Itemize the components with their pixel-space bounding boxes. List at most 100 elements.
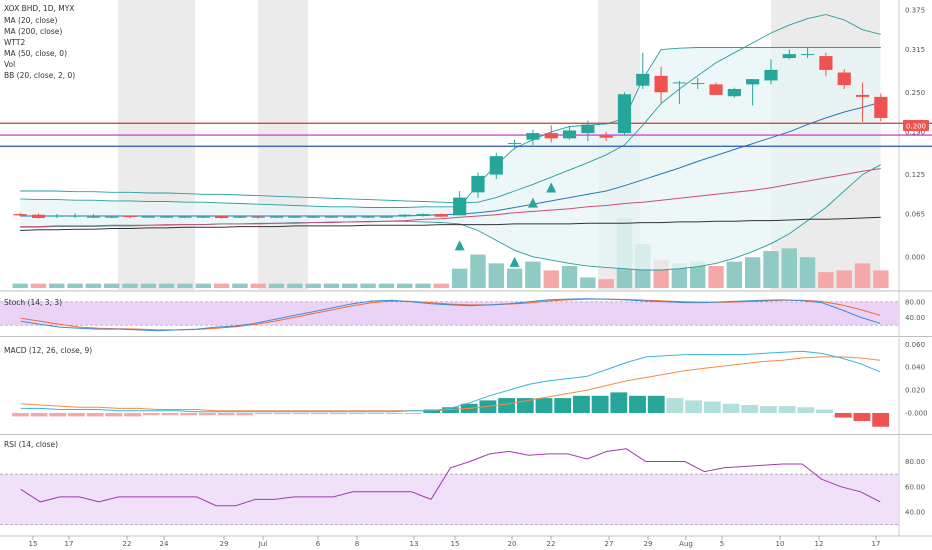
rsi-label: RSI (14, close): [4, 440, 58, 449]
macd-histogram-bar: [703, 401, 721, 413]
volume-bar: [506, 268, 523, 288]
volume-bar: [799, 257, 816, 288]
volume-bar: [195, 283, 211, 288]
macd-signal-line: [20, 356, 881, 412]
volume-bar: [360, 283, 376, 288]
macd-histogram-bar: [385, 412, 403, 414]
macd-histogram-bar: [498, 398, 516, 413]
candle-body: [233, 216, 247, 218]
macd-histogram-bar: [198, 412, 216, 416]
candle-body: [31, 214, 46, 218]
macd-histogram-bar: [610, 392, 628, 413]
x-tick-label: 20: [508, 540, 517, 548]
rsi-band: [0, 474, 899, 525]
candle-body: [782, 54, 796, 59]
volume-bar: [580, 277, 596, 288]
candle-body: [288, 216, 302, 218]
volume-bar: [433, 283, 450, 288]
macd-histogram-bar: [629, 395, 646, 413]
candle-body: [617, 94, 632, 134]
volume-bar: [378, 283, 395, 288]
volume-bar: [158, 283, 175, 288]
price-badge: 0.200: [906, 123, 926, 131]
volume-bar: [451, 268, 468, 288]
macd-histogram-bar: [348, 412, 366, 414]
stoch-label: Stoch (14, 3, 3): [4, 298, 62, 307]
candle-body: [269, 216, 284, 218]
volume-bar: [873, 270, 889, 288]
price-tick-label: 0.315: [905, 46, 925, 54]
volume-bar: [122, 283, 138, 288]
macd-histogram-bar: [124, 412, 141, 417]
volume-bar: [104, 283, 120, 288]
x-tick-label: 10: [776, 540, 785, 548]
candle-body: [764, 69, 778, 81]
legend: XOX BHD, 1D, MYX MA (20, close) MA (200,…: [4, 4, 92, 449]
volume-bar: [232, 283, 248, 288]
macd-histogram-bar: [685, 400, 703, 413]
ma50-line: [20, 168, 881, 228]
rsi-tick-label: 40.00: [905, 509, 925, 517]
volume-bar: [561, 266, 578, 288]
volume-bar: [854, 263, 871, 288]
candle-body: [50, 215, 64, 217]
volume-bar: [12, 283, 28, 288]
axes: 0.375 0.315 0.250 0.190 0.125 0.065 0.000 80.00…: [29, 7, 928, 549]
rsi-pane: [0, 448, 899, 526]
price-tick-label: 0.000: [905, 253, 925, 261]
price-tick-label: 0.190: [905, 128, 925, 136]
candle-body: [13, 214, 27, 216]
candle-body: [636, 73, 650, 86]
x-tick-label: 17: [65, 540, 74, 548]
candle-body: [471, 175, 485, 193]
macd-histogram-bar: [329, 412, 347, 415]
macd-histogram-bar: [760, 406, 777, 413]
pane-grid: [0, 0, 932, 537]
macd-histogram-bar: [834, 412, 852, 418]
macd-histogram-bar: [666, 398, 684, 413]
stoch-tick-label: 40.00: [905, 314, 925, 322]
volume-bar: [323, 283, 340, 288]
candle-body: [837, 72, 851, 86]
rsi-tick-label: 80.00: [905, 458, 925, 466]
macd-tick-label: 0.040: [905, 364, 925, 372]
macd-histogram-bar: [367, 412, 385, 414]
candle-body: [251, 216, 265, 218]
candle-body: [801, 54, 815, 56]
x-tick-label: 24: [160, 540, 169, 548]
macd-histogram-bar: [797, 407, 815, 413]
macd-histogram-bar: [816, 409, 833, 413]
volume-bar: [488, 263, 504, 288]
macd-histogram-bar: [68, 412, 85, 417]
volume-bar: [671, 263, 688, 288]
macd-histogram-bar: [423, 409, 441, 413]
candle-body: [86, 216, 100, 218]
bb-upper-line: [20, 47, 881, 208]
volume-bar: [763, 251, 779, 288]
macd-histogram-bar: [404, 412, 422, 414]
stoch-d-line: [20, 298, 881, 331]
macd-histogram-bar: [180, 412, 198, 416]
volume-bar: [177, 283, 193, 288]
macd-histogram-bar: [217, 412, 235, 416]
legend-item-ma200: MA (200, close): [4, 27, 62, 36]
candle-body: [324, 216, 339, 218]
macd-histogram-bar: [722, 403, 740, 413]
candle-body: [599, 135, 613, 138]
legend-item-bb: BB (20, close, 2, 0): [4, 71, 75, 80]
candle-body: [746, 79, 760, 85]
volume-bar: [543, 270, 559, 288]
macd-histogram-bar: [292, 412, 310, 415]
candle-body: [672, 82, 686, 84]
macd-histogram-bar: [554, 398, 572, 413]
signal-triangle: [546, 182, 557, 193]
macd-histogram-bar: [442, 407, 459, 413]
macd-line: [20, 350, 881, 413]
candle-body: [434, 214, 448, 217]
signal-triangle: [527, 197, 538, 208]
bb-basis-line: [20, 14, 881, 204]
x-tick-label: 5: [720, 540, 724, 548]
candle-body: [855, 94, 870, 97]
volume-bar: [598, 279, 614, 288]
